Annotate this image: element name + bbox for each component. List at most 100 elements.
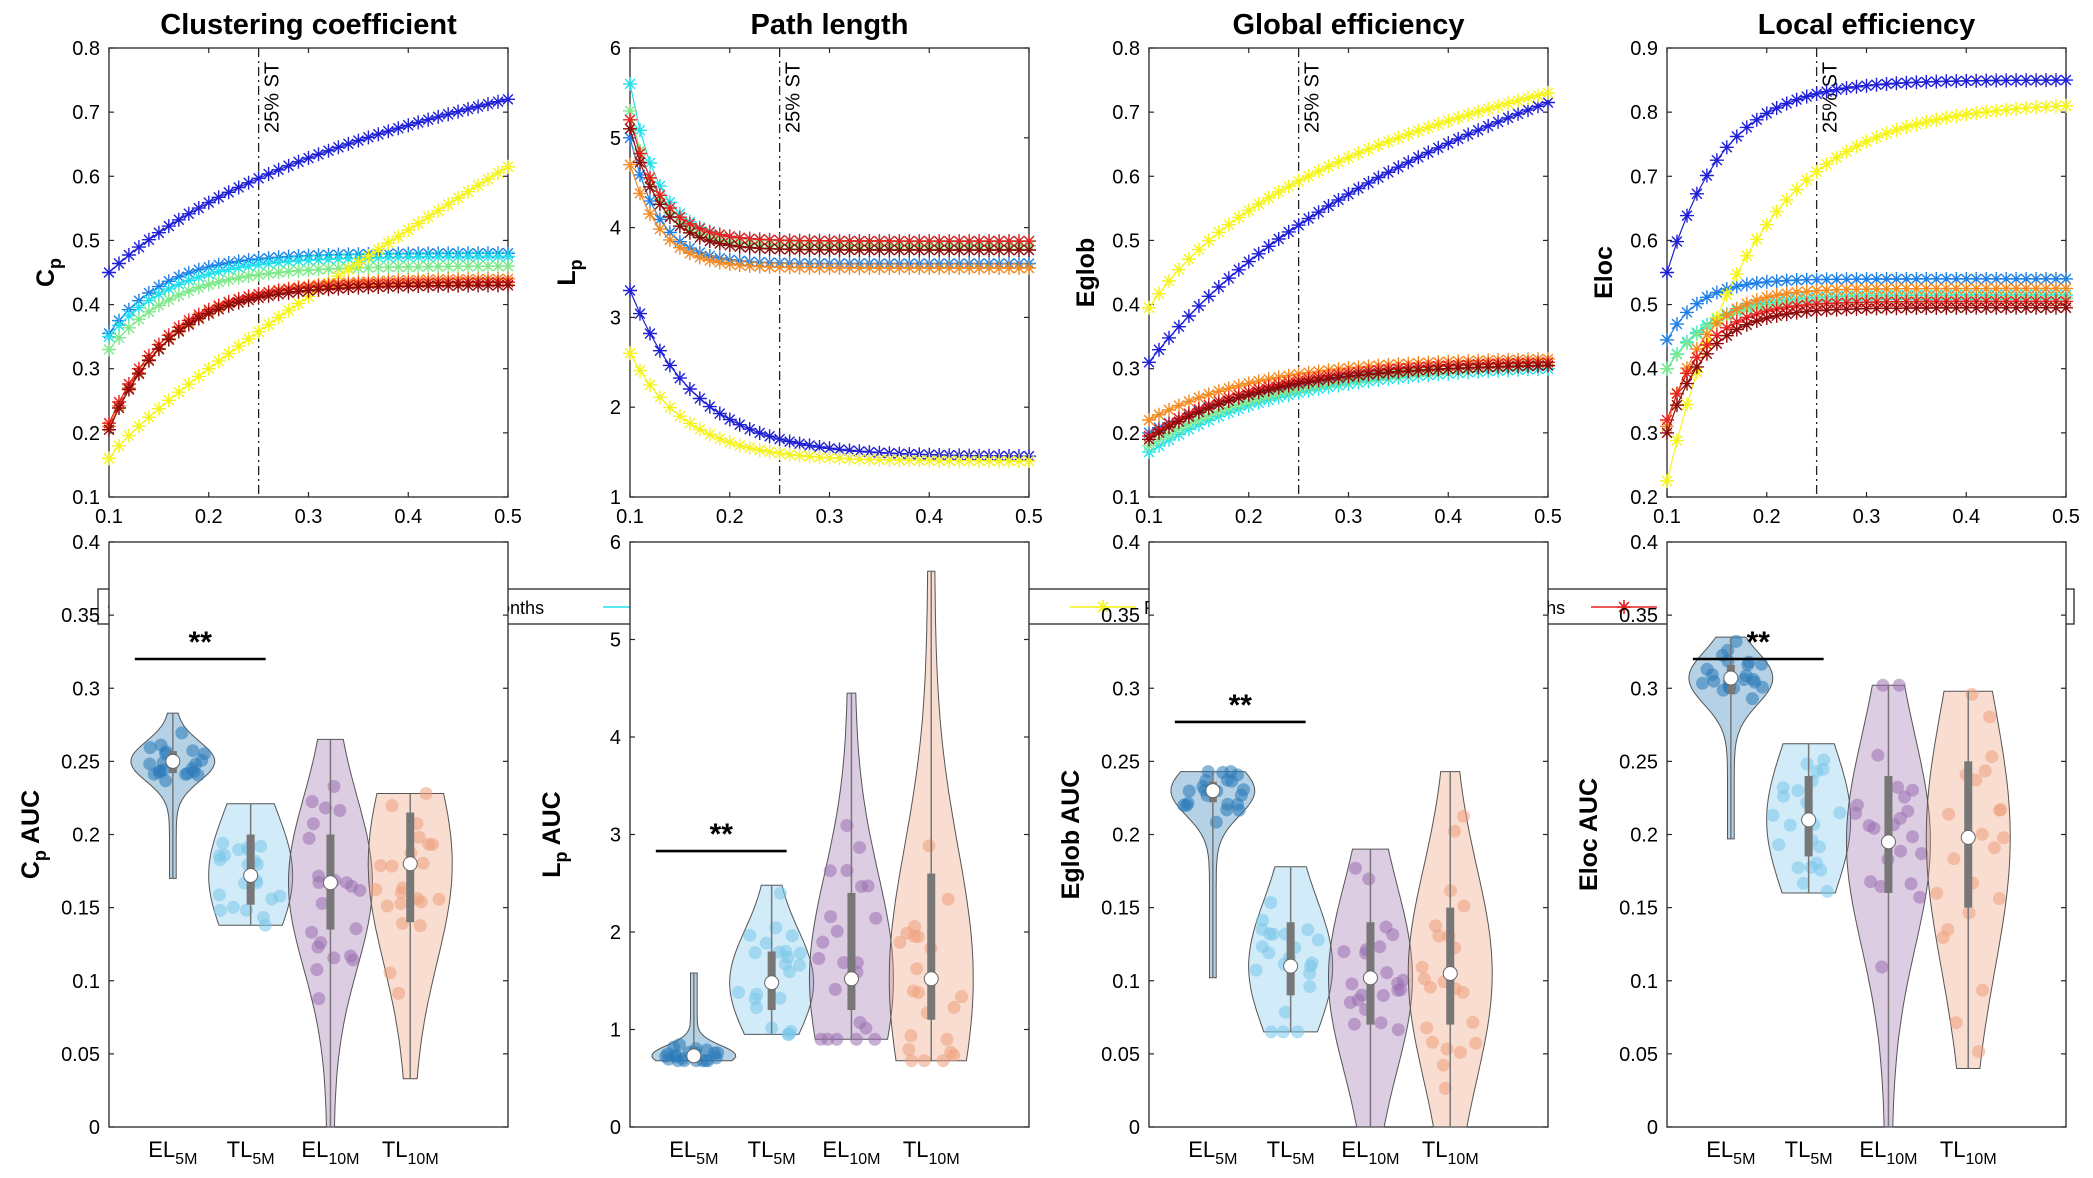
data-point	[392, 987, 405, 1000]
data-point	[1250, 964, 1263, 977]
data-point	[1457, 810, 1470, 823]
data-point	[1177, 799, 1190, 812]
x-tick-label: 0.5	[1015, 506, 1043, 528]
data-point	[307, 817, 320, 830]
data-point	[1820, 157, 1834, 171]
y-tick-label: 2	[610, 397, 621, 419]
data-point	[417, 857, 430, 870]
data-point	[1863, 819, 1876, 832]
data-point	[501, 92, 515, 106]
data-point	[653, 390, 667, 404]
data-point	[793, 437, 807, 451]
y-tick-label: 0.25	[1101, 751, 1140, 773]
median-marker	[1802, 813, 1816, 827]
data-point	[391, 121, 405, 135]
y-axis-label: Cp	[32, 258, 65, 287]
y-axis-label: Lp	[553, 259, 586, 285]
data-point	[461, 185, 475, 199]
data-point	[1362, 367, 1376, 381]
data-point	[750, 988, 763, 1001]
x-tick-label: TL5M	[1785, 1137, 1833, 1168]
y-tick-label: 0.6	[72, 166, 100, 188]
data-point	[252, 268, 266, 282]
data-point	[1394, 983, 1407, 996]
data-point	[1810, 87, 1824, 101]
data-point	[1322, 372, 1336, 386]
data-point	[1501, 96, 1515, 110]
data-point	[1730, 279, 1744, 293]
data-point	[1262, 946, 1275, 959]
y-tick-label: 0.3	[72, 359, 100, 381]
line-chart-3: 0.10.20.30.40.50.60.70.80.1 0.2 0.3 0.4 0.5G…	[1072, 9, 1562, 569]
data-point	[1983, 710, 1996, 723]
data-point	[1680, 377, 1694, 391]
data-point	[1312, 373, 1326, 387]
data-point	[1342, 187, 1356, 201]
data-point	[700, 1044, 713, 1057]
data-point	[1337, 945, 1350, 958]
data-point	[302, 151, 316, 165]
data-point	[1894, 845, 1907, 858]
data-point	[1377, 989, 1390, 1002]
y-tick-label: 0	[610, 1117, 621, 1139]
data-point	[1183, 785, 1196, 798]
data-point	[937, 1054, 950, 1067]
data-point	[1942, 808, 1955, 821]
y-tick-label: 6	[610, 38, 621, 60]
data-point	[411, 217, 425, 231]
data-point	[1322, 199, 1336, 213]
data-point	[1426, 1036, 1439, 1049]
reference-line-label: 25% ST	[783, 62, 805, 133]
violin-chart-3: 00.050.10.150.20.250.30.350.4Eglob AUCEL…	[1057, 532, 1548, 1168]
data-point	[1264, 896, 1277, 909]
data-point	[182, 284, 196, 298]
x-tick-label: EL10M	[822, 1137, 880, 1168]
data-point	[1670, 434, 1684, 448]
y-tick-label: 0.3	[1112, 678, 1140, 700]
data-point	[793, 449, 807, 463]
data-point	[1349, 862, 1362, 875]
data-point	[1660, 266, 1674, 280]
data-point	[386, 799, 399, 812]
figure: 0.10.20.30.40.50.60.70.80.1 0.2 0.3 0.4 0.5C…	[0, 0, 2093, 1178]
data-point	[1790, 285, 1804, 299]
data-point	[1312, 933, 1325, 946]
data-point	[142, 233, 156, 247]
violin-chart-1: 00.050.10.150.20.250.30.350.4Cp AUCEL5M T…	[17, 532, 508, 1168]
data-point	[1706, 668, 1719, 681]
data-point	[1909, 117, 1923, 131]
median-marker	[244, 868, 258, 882]
data-point	[1947, 852, 1960, 865]
x-tick-label: TL10M	[903, 1137, 960, 1168]
x-tick-label: TL10M	[1422, 1137, 1479, 1168]
data-point	[1997, 831, 2010, 844]
data-point	[1919, 115, 1933, 129]
data-point	[1880, 126, 1894, 140]
data-point	[1345, 977, 1358, 990]
data-point	[910, 962, 923, 975]
data-point	[1342, 369, 1356, 383]
line-chart-1: 0.10.20.30.40.50.60.70.80.1 0.2 0.3 0.4 0.5C…	[32, 9, 522, 569]
data-point	[1800, 90, 1814, 104]
x-tick-label: TL5M	[748, 1137, 796, 1168]
data-point	[327, 951, 340, 964]
data-point	[1660, 333, 1674, 347]
data-point	[1454, 1046, 1467, 1059]
data-point	[955, 990, 968, 1003]
x-tick-label: TL5M	[1267, 1137, 1315, 1168]
y-tick-label: 1	[610, 1020, 621, 1042]
x-tick-label: 0.4	[1434, 506, 1462, 528]
data-point	[1930, 887, 1943, 900]
data-point	[162, 393, 176, 407]
x-tick-label: 0.2	[716, 506, 744, 528]
median-marker	[687, 1049, 701, 1063]
data-point	[1386, 928, 1399, 941]
data-point	[181, 767, 194, 780]
data-point	[305, 926, 318, 939]
data-point	[481, 97, 495, 111]
y-tick-label: 0.4	[72, 295, 100, 317]
data-point	[854, 1016, 867, 1029]
x-tick-label: EL10M	[1859, 1137, 1917, 1168]
data-point	[1511, 94, 1525, 108]
data-point	[1531, 88, 1545, 102]
